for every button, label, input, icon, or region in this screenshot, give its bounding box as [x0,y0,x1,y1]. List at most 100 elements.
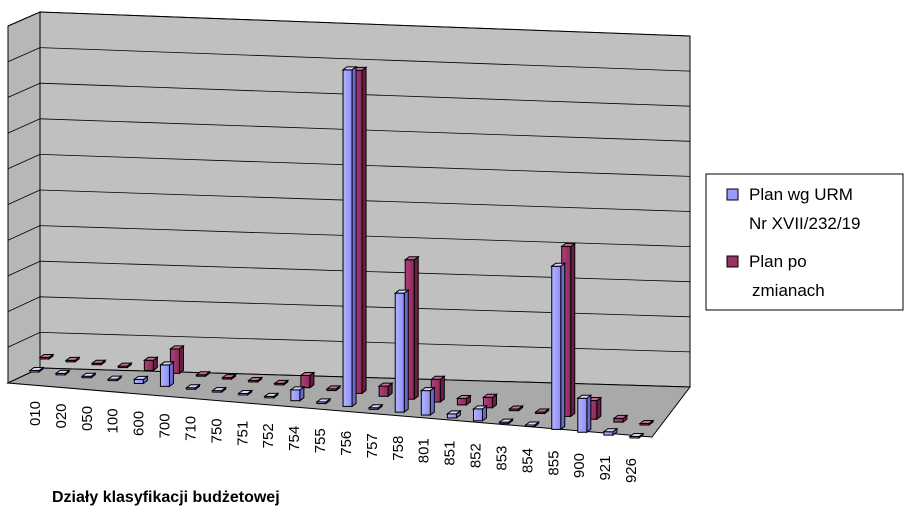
bar-front [420,390,431,416]
plot-area [6,11,691,439]
bar-plan-po-zmianach-755 [325,384,342,392]
side-gridline [7,260,41,277]
bar-plan-po-zmianach-600 [142,356,159,372]
side-gridline [7,189,41,205]
x-tick-label: 700 [157,413,174,438]
x-tick-label: 853 [493,446,510,471]
bar-plan-po-zmianach-853 [508,404,525,412]
legend-label-series-2-line2: zmianach [752,281,825,300]
bar-front [551,265,562,430]
bar-top [116,362,133,367]
side-gridline [7,225,41,241]
bar-plan-urm-050 [80,372,97,379]
bar-side [361,66,367,395]
bar-top [638,420,655,424]
side-gridline [7,296,41,312]
bar-plan-urm-700 [158,360,175,388]
bar-top [576,394,593,399]
bar-plan-po-zmianach-710 [195,370,212,378]
legend-label-series-1-line2: Nr XVII/232/19 [749,214,861,233]
bar-side [178,344,184,375]
x-tick-label: 020 [53,403,70,428]
bar-front [577,397,588,433]
bar-plan-po-zmianach-050 [90,359,107,366]
bar-top [106,375,123,380]
bar-top [393,289,410,294]
bar-front [342,69,353,407]
x-tick-label: 600 [131,411,148,436]
x-axis-tick-labels: 010 020 050 100 600 700 710 750 751 752 754 755 756 7… [27,401,640,483]
bar-plan-po-zmianach-854 [534,408,551,415]
bar-plan-urm-010 [28,366,45,373]
bar-plan-urm-020 [54,369,71,376]
x-tick-label: 854 [519,448,536,473]
bar-side [351,65,357,408]
bar-front [394,292,405,413]
bar-side [570,242,576,418]
bar-side [596,396,602,421]
bar-top [534,408,551,413]
bar-plan-urm-926 [628,432,645,439]
bar-top [481,393,498,398]
bar-top [455,394,472,399]
bar-top [158,361,175,366]
x-tick-label: 010 [27,401,44,426]
bar-plan-po-zmianach-010 [38,353,55,360]
legend: Plan wg URM Nr XVII/232/19 Plan po zmian… [705,173,904,311]
bar-top [419,387,436,392]
bars [28,65,655,439]
bar-plan-urm-600 [132,375,149,385]
bar-top [612,414,629,419]
x-tick-label: 710 [182,416,199,441]
bar-plan-po-zmianach-020 [64,356,81,363]
bar-plan-urm-757 [367,403,384,411]
x-tick-label: 851 [442,441,459,466]
bar-plan-urm-100 [106,375,123,382]
bar-top [142,356,159,361]
bar-top [341,66,358,71]
bar-top [289,386,306,391]
bar-plan-urm-710 [185,383,202,391]
bar-top [90,359,107,364]
bar-front [159,364,170,387]
gridline [39,11,691,37]
bar-top [299,371,316,376]
bar-side [586,394,592,434]
bar-plan-urm-754 [289,385,306,402]
bar-side [403,289,409,414]
bar-plan-urm-750 [211,386,228,394]
x-tick-label: 801 [416,438,433,463]
bar-top [498,418,515,423]
bar-top [168,345,185,350]
x-tick-label: 751 [234,421,251,446]
bar-top [367,404,384,409]
bar-front [378,385,389,397]
bar-top [403,256,420,261]
bar-top [628,433,645,437]
bar-top [221,374,238,379]
bar-plan-urm-853 [498,418,515,425]
side-gridline [7,47,41,63]
bar-top [211,387,228,392]
bar-top [445,410,462,415]
x-tick-label: 921 [597,456,614,481]
bar-top [247,376,264,381]
x-tick-label: 756 [338,431,355,456]
bar-top [429,375,446,380]
bar-side [168,360,174,388]
bar-front [143,359,154,371]
bar-side [560,262,566,431]
bar-side [413,255,419,401]
bar-top [28,367,45,371]
x-tick-label: 100 [105,408,122,433]
x-tick-label: 758 [390,436,407,461]
bar-top [38,354,55,358]
side-gridline [7,11,41,27]
side-gridline [7,332,41,348]
bar-front [290,389,301,402]
bar-plan-urm-758 [393,289,410,414]
x-tick-label: 752 [260,423,277,448]
bar-plan-urm-854 [524,421,541,428]
bar-top [471,405,488,410]
